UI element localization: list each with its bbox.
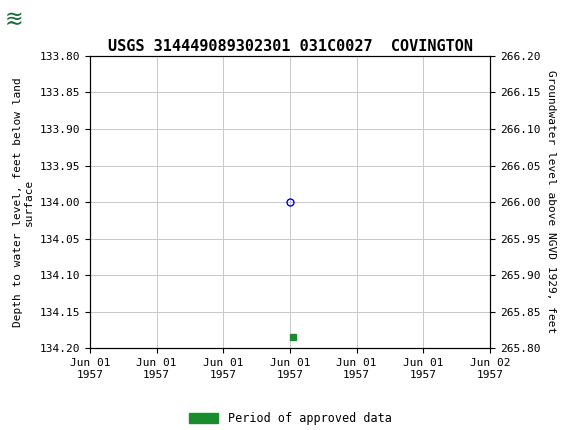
Y-axis label: Depth to water level, feet below land
surface: Depth to water level, feet below land su… [13, 77, 34, 327]
Text: ≋: ≋ [5, 10, 23, 30]
Text: USGS 314449089302301 031C0027  COVINGTON: USGS 314449089302301 031C0027 COVINGTON [107, 39, 473, 54]
Text: USGS: USGS [30, 13, 72, 27]
FancyBboxPatch shape [3, 2, 67, 40]
Legend: Period of approved data: Period of approved data [184, 408, 396, 430]
Y-axis label: Groundwater level above NGVD 1929, feet: Groundwater level above NGVD 1929, feet [546, 71, 556, 334]
